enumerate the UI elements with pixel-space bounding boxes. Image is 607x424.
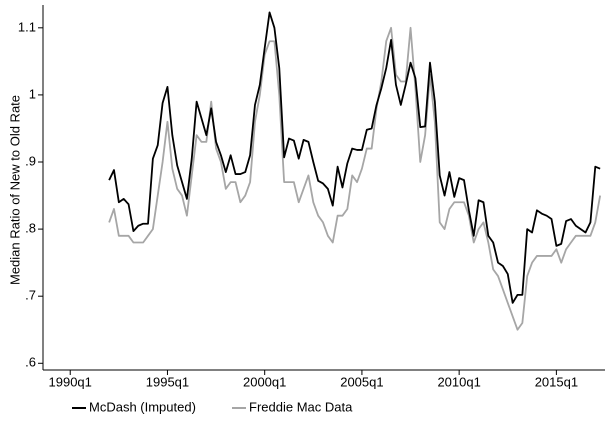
series-line xyxy=(108,11,601,304)
x-tick-label: 1995q1 xyxy=(146,374,189,389)
y-tick-label: 1 xyxy=(29,86,36,101)
y-axis-label: Median Ratio of New to Old Rate xyxy=(7,95,22,285)
x-tick-label: 2015q1 xyxy=(535,374,578,389)
series-line xyxy=(108,26,602,331)
legend-label: McDash (Imputed) xyxy=(89,399,196,414)
y-tick-label: .8 xyxy=(25,221,36,236)
y-tick-label: .9 xyxy=(25,153,36,168)
x-tick-label: 2010q1 xyxy=(437,374,480,389)
legend-label: Freddie Mac Data xyxy=(249,399,353,414)
y-tick-label: .7 xyxy=(25,288,36,303)
x-tick-label: 2005q1 xyxy=(340,374,383,389)
x-tick-label: 2000q1 xyxy=(243,374,286,389)
x-tick-label: 1990q1 xyxy=(49,374,92,389)
y-tick-label: .6 xyxy=(25,355,36,370)
y-tick-label: 1.1 xyxy=(18,19,36,34)
